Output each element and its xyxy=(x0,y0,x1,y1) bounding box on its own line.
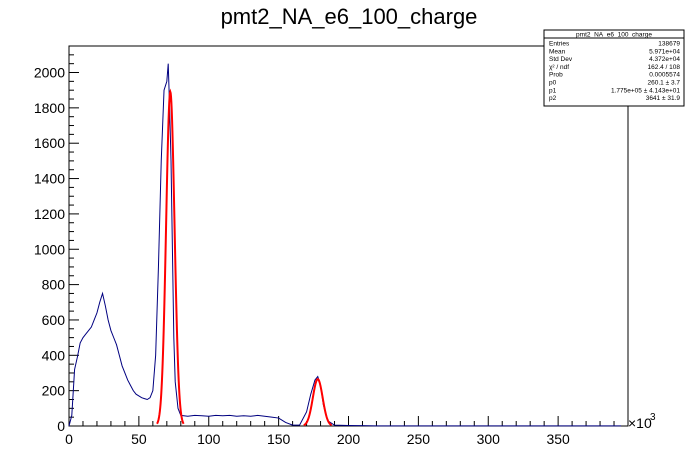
y-axis: 0 200 400 600 800 1000 1200 1400 1600 1800 2000 xyxy=(34,45,79,434)
stats-row-label: Mean xyxy=(549,48,566,55)
fit-curve xyxy=(156,88,185,425)
stats-row-value: 138679 xyxy=(658,41,680,48)
y-tick-label: 1400 xyxy=(34,171,65,187)
y-tick-label: 400 xyxy=(42,347,66,363)
stats-row-label: p1 xyxy=(549,87,557,94)
stats-row-label: p0 xyxy=(549,80,557,87)
stats-box-frame xyxy=(543,29,685,107)
x-tick-label: 100 xyxy=(197,431,221,447)
fit-curve xyxy=(303,378,333,427)
stats-row-value: 3641 ± 31.9 xyxy=(646,95,681,102)
y-tick-label: 1000 xyxy=(34,241,65,257)
stats-row-label: p2 xyxy=(549,95,557,102)
x-tick-label: 0 xyxy=(65,431,73,447)
x-tick-label: 350 xyxy=(546,431,570,447)
x-tick-label: 50 xyxy=(131,431,147,447)
stats-box: pmt2_NA_e6_100_charge Entries 138679 Mean 5.… xyxy=(543,29,685,107)
stats-row-value: 1.775e+05 ± 4.143e+01 xyxy=(611,87,680,94)
x-tick-label: 300 xyxy=(477,431,501,447)
stats-row-value: 0.0005574 xyxy=(649,72,680,79)
x-tick-label: 200 xyxy=(337,431,361,447)
stats-row-value: 5.971e+04 xyxy=(649,48,680,55)
y-tick-label: 200 xyxy=(42,383,66,399)
y-tick-label: 0 xyxy=(57,418,65,434)
x-axis: 0 50 100 150 200 250 300 350 xyxy=(65,416,615,447)
stats-box-title: pmt2_NA_e6_100_charge xyxy=(576,32,652,39)
x-multiplier-exp: 3 xyxy=(650,412,656,423)
histogram-line xyxy=(68,63,622,427)
y-tick-label: 2000 xyxy=(34,65,65,81)
series-layer xyxy=(68,63,622,427)
stats-row-value: 260.1 ± 3.7 xyxy=(648,80,681,87)
y-tick-label: 1800 xyxy=(34,100,65,116)
y-tick-label: 1600 xyxy=(34,135,65,151)
x-multiplier-label: ×10 xyxy=(628,415,652,431)
stats-row-label: Std Dev xyxy=(549,56,573,63)
y-tick-label: 800 xyxy=(42,277,66,293)
y-tick-label: 600 xyxy=(42,312,66,328)
stats-row-value: 162.4 / 108 xyxy=(647,64,680,71)
stats-row-label: χ² / ndf xyxy=(549,64,569,71)
chart-title: pmt2_NA_e6_100_charge xyxy=(220,4,478,29)
y-tick-label: 1200 xyxy=(34,206,65,222)
stats-row-label: Prob xyxy=(549,72,563,79)
stats-row-value: 4.372e+04 xyxy=(649,56,680,63)
stats-row-label: Entries xyxy=(549,41,570,48)
x-tick-label: 250 xyxy=(407,431,431,447)
x-tick-label: 150 xyxy=(267,431,291,447)
